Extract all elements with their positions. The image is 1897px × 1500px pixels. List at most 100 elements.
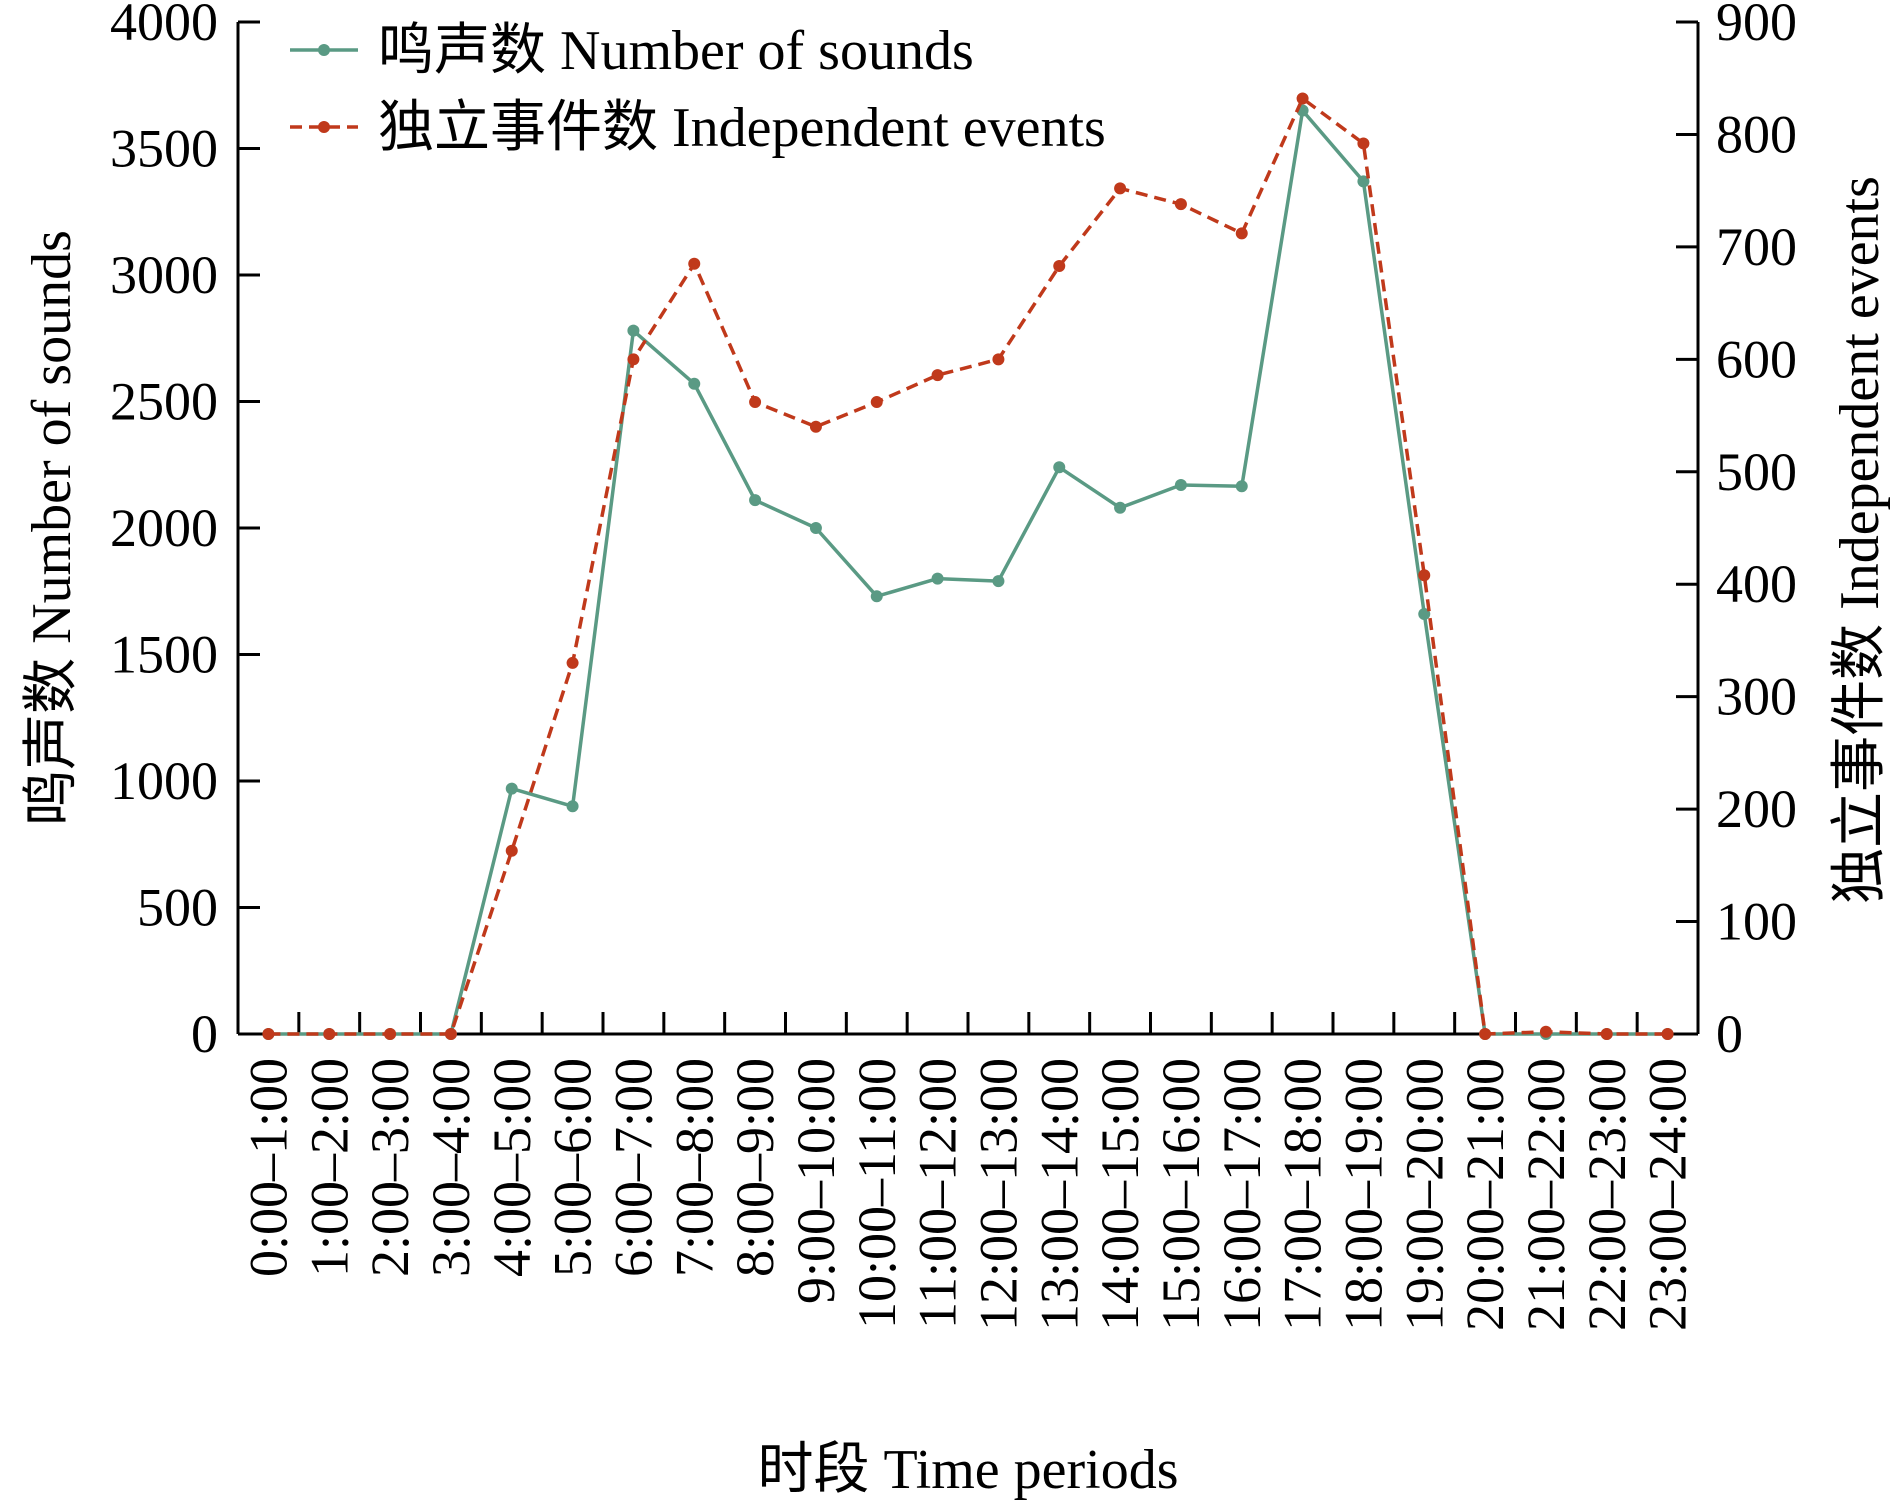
y-left-tick-label: 500 — [137, 878, 218, 938]
x-tick-label: 8:00–9:00 — [725, 1058, 785, 1277]
y-right-tick-label: 200 — [1716, 779, 1797, 839]
data-point — [931, 369, 944, 382]
data-point — [262, 1028, 275, 1040]
data-point — [1053, 461, 1066, 474]
x-tick-label: 22:00–23:00 — [1577, 1058, 1637, 1331]
data-point — [505, 782, 518, 795]
data-point — [1600, 1028, 1613, 1040]
x-tick-label: 17:00–18:00 — [1273, 1058, 1333, 1331]
x-tick-label: 6:00–7:00 — [603, 1058, 663, 1277]
y-axis-title-left: 鸣声数 Number of sounds — [21, 230, 83, 826]
data-point — [1357, 175, 1370, 188]
data-point — [566, 656, 579, 669]
data-point — [870, 590, 883, 603]
x-tick-label: 7:00–8:00 — [664, 1058, 724, 1277]
y-left-tick-label: 1000 — [110, 751, 218, 811]
data-point — [1114, 501, 1127, 514]
data-point — [749, 396, 762, 409]
series-2 — [262, 92, 1674, 1040]
data-point — [931, 572, 944, 585]
x-tick-label: 16:00–17:00 — [1212, 1058, 1272, 1331]
data-point — [1296, 92, 1309, 105]
y-left-tick-label: 2500 — [110, 372, 218, 432]
axes — [236, 22, 1700, 1036]
x-tick-label: 9:00–10:00 — [786, 1058, 846, 1304]
data-point — [809, 522, 822, 534]
x-tick-label: 3:00–4:00 — [421, 1058, 481, 1277]
data-point — [627, 324, 640, 337]
x-tick-label: 0:00–1:00 — [238, 1058, 298, 1277]
data-point — [1661, 1028, 1674, 1040]
data-point — [688, 377, 701, 390]
x-tick-label: 5:00–6:00 — [543, 1058, 603, 1277]
series-layer — [262, 92, 1674, 1040]
legend-entry-2: 独立事件数 Independent events — [290, 97, 1106, 159]
data-point — [749, 494, 762, 507]
legend-entry-1: 鸣声数 Number of sounds — [290, 20, 974, 82]
ticks: 0 500 1000 1500 2000 2500 3000 3500 4000 0 100 200 3… — [110, 0, 1797, 1331]
data-point — [992, 353, 1005, 366]
data-point — [870, 396, 883, 409]
x-tick-label: 19:00–20:00 — [1394, 1058, 1454, 1331]
data-point — [566, 800, 579, 813]
data-point — [505, 844, 518, 857]
series-line — [268, 96, 1668, 1036]
data-point — [1174, 198, 1187, 211]
y-left-tick-label: 2000 — [110, 498, 218, 558]
data-point — [688, 257, 701, 270]
x-tick-label: 21:00–22:00 — [1516, 1058, 1576, 1331]
legend-label: 鸣声数 Number of sounds — [378, 20, 974, 82]
data-point — [1357, 137, 1370, 150]
data-point — [1418, 608, 1431, 621]
data-point — [384, 1028, 397, 1040]
x-tick-label: 20:00–21:00 — [1455, 1058, 1515, 1331]
data-point — [323, 1028, 336, 1040]
data-point — [1418, 569, 1431, 582]
x-tick-label: 11:00–12:00 — [908, 1058, 968, 1329]
y-axis-title-right: 独立事件数 Independent events — [1829, 176, 1891, 904]
data-point — [809, 420, 822, 433]
x-tick-label: 12:00–13:00 — [968, 1058, 1028, 1331]
x-tick-label: 18:00–19:00 — [1333, 1058, 1393, 1331]
y-right-tick-label: 300 — [1716, 667, 1797, 727]
x-tick-label: 13:00–14:00 — [1029, 1058, 1089, 1331]
y-left-tick-label: 3000 — [110, 245, 218, 305]
legend: 鸣声数 Number of sounds 独立事件数 Independent ev… — [290, 20, 1106, 159]
y-left-tick-label: 3500 — [110, 119, 218, 179]
data-point — [444, 1028, 457, 1040]
y-left-tick-label: 1500 — [110, 625, 218, 685]
legend-label: 独立事件数 Independent events — [378, 97, 1106, 159]
data-point — [1539, 1025, 1552, 1038]
data-point — [1174, 478, 1187, 491]
data-point — [1235, 480, 1248, 493]
x-tick-label: 10:00–11:00 — [847, 1058, 907, 1329]
y-right-tick-label: 500 — [1716, 442, 1797, 502]
data-point — [1479, 1028, 1492, 1040]
y-right-tick-label: 100 — [1716, 892, 1797, 952]
data-point — [1114, 182, 1127, 195]
y-right-tick-label: 600 — [1716, 329, 1797, 389]
x-tick-label: 23:00–24:00 — [1638, 1058, 1698, 1331]
x-axis-title: 时段 Time periods — [757, 1439, 1178, 1500]
x-tick-label: 1:00–2:00 — [299, 1058, 359, 1277]
data-point — [1235, 227, 1248, 240]
series-line — [268, 108, 1668, 1036]
y-right-tick-label: 800 — [1716, 104, 1797, 164]
data-point — [1053, 260, 1066, 273]
legend-swatch-marker — [318, 44, 330, 56]
x-tick-label: 14:00–15:00 — [1090, 1058, 1150, 1331]
y-right-tick-label: 900 — [1716, 0, 1797, 52]
y-right-tick-label: 0 — [1716, 1004, 1743, 1064]
y-left-tick-label: 4000 — [110, 0, 218, 52]
y-right-tick-label: 400 — [1716, 554, 1797, 614]
x-tick-label: 15:00–16:00 — [1151, 1058, 1211, 1331]
y-right-tick-label: 700 — [1716, 217, 1797, 277]
legend-swatch-marker — [318, 121, 330, 133]
x-tick-label: 4:00–5:00 — [482, 1058, 542, 1277]
x-tick-label: 2:00–3:00 — [360, 1058, 420, 1277]
series-1 — [262, 104, 1674, 1040]
data-point — [627, 353, 640, 366]
y-left-tick-label: 0 — [191, 1004, 218, 1064]
